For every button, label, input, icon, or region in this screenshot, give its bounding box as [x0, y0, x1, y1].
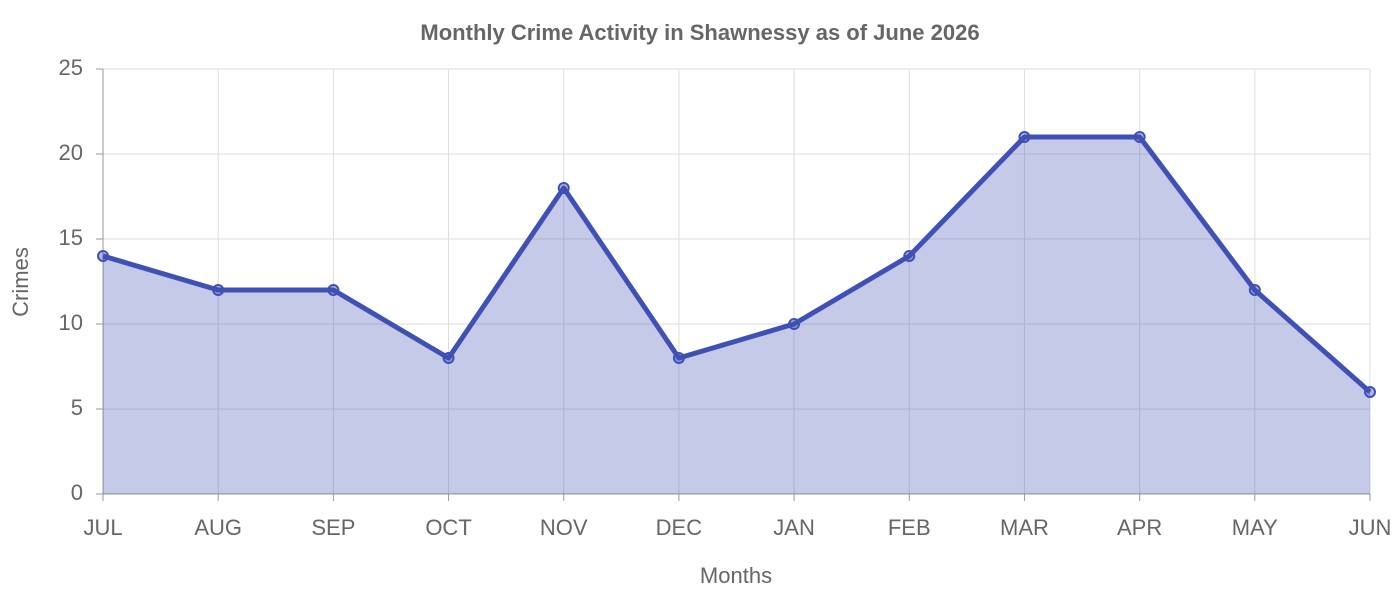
- x-tick-label: JAN: [773, 515, 815, 540]
- x-tick-label: NOV: [540, 515, 588, 540]
- point: [1364, 386, 1376, 398]
- y-tick-label: 10: [59, 310, 83, 335]
- x-tick-label: AUG: [194, 515, 242, 540]
- y-axis-label: Crimes: [8, 247, 33, 317]
- area: [103, 137, 1370, 494]
- x-tick-label: APR: [1117, 515, 1162, 540]
- point: [97, 250, 109, 262]
- point: [1133, 131, 1146, 143]
- x-tick-label: SEP: [311, 515, 355, 540]
- x-tick-label: OCT: [425, 515, 471, 540]
- point: [327, 284, 340, 296]
- point: [557, 182, 570, 194]
- y-tick-label: 20: [59, 140, 83, 165]
- x-tick-label: FEB: [888, 515, 931, 540]
- x-tick-label: JUL: [83, 515, 122, 540]
- point: [1248, 284, 1261, 296]
- x-tick-label: MAY: [1232, 515, 1278, 540]
- chart-title: Monthly Crime Activity in Shawnessy as o…: [420, 20, 979, 45]
- x-tick-label: DEC: [656, 515, 703, 540]
- x-tick-label: JUN: [1349, 515, 1392, 540]
- y-tick-label: 5: [71, 395, 83, 420]
- point: [212, 284, 225, 296]
- point: [442, 352, 455, 364]
- y-tick-label: 0: [71, 480, 83, 505]
- x-axis-label: Months: [700, 563, 772, 588]
- point: [672, 352, 685, 364]
- x-tick-label: MAR: [1000, 515, 1049, 540]
- y-tick-label: 25: [59, 55, 83, 80]
- line: [102, 134, 1372, 394]
- point: [788, 318, 801, 330]
- point: [903, 250, 916, 262]
- point: [1018, 131, 1031, 143]
- y-tick-label: 15: [59, 225, 83, 250]
